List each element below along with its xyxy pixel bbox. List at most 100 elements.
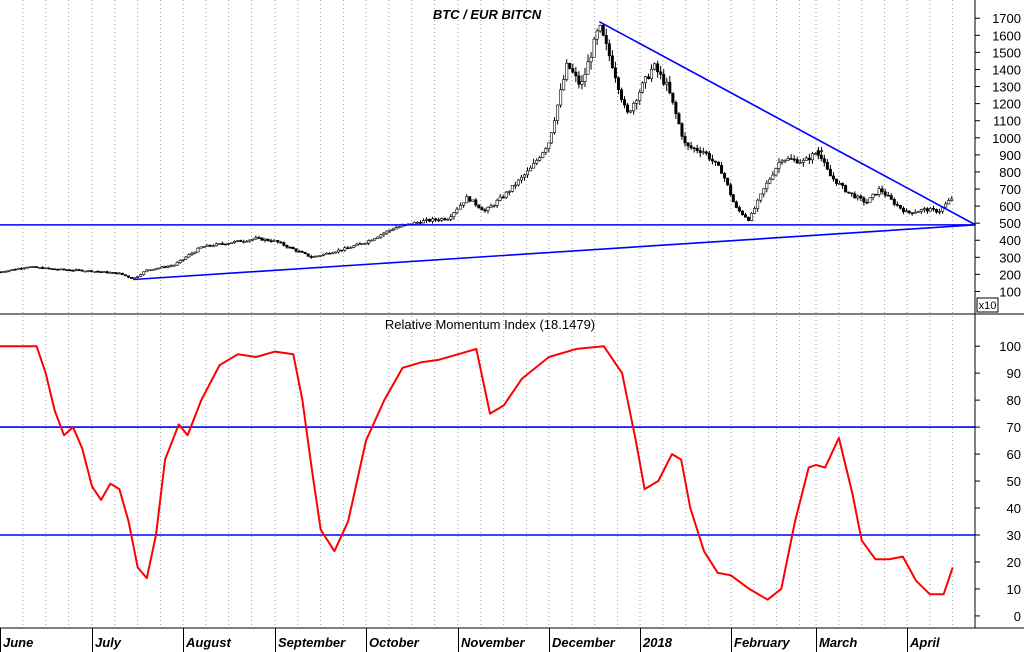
candle	[680, 122, 684, 140]
candle	[31, 265, 35, 268]
candle	[523, 173, 527, 181]
candle	[239, 239, 243, 242]
candle	[516, 179, 520, 187]
multiplier-label: x10	[979, 300, 997, 312]
candle	[807, 153, 811, 164]
candle	[586, 54, 590, 75]
candle	[337, 248, 341, 254]
candle	[223, 243, 227, 246]
candle	[498, 193, 502, 202]
candle	[35, 266, 39, 268]
candle	[635, 99, 639, 110]
candle	[193, 251, 197, 255]
candle	[93, 271, 97, 273]
candle	[96, 270, 100, 273]
candle	[841, 182, 845, 189]
candle	[880, 185, 884, 195]
rmi-tick-label: 90	[1007, 366, 1021, 381]
candle	[910, 212, 914, 216]
candle	[346, 246, 350, 250]
candle	[397, 225, 401, 229]
candle	[19, 267, 23, 270]
candle	[80, 269, 84, 272]
candle	[729, 182, 733, 197]
candle	[698, 146, 702, 158]
candle	[154, 268, 158, 271]
candle	[294, 248, 298, 253]
candle	[583, 67, 587, 87]
candle	[288, 246, 292, 249]
candle	[56, 268, 60, 271]
candle	[108, 271, 112, 274]
month-label: February	[734, 635, 790, 650]
candle	[643, 76, 647, 89]
candle	[208, 244, 212, 248]
candle	[665, 77, 669, 91]
candle	[452, 211, 456, 220]
candle	[774, 167, 778, 177]
candle	[931, 205, 935, 212]
candle	[868, 197, 872, 203]
candle	[789, 154, 793, 160]
candle	[549, 132, 553, 144]
candle	[547, 142, 551, 153]
candle	[226, 242, 230, 246]
candle	[565, 59, 569, 82]
candle	[632, 101, 636, 115]
candle	[653, 62, 657, 71]
candle	[102, 271, 106, 273]
rmi-tick-label: 80	[1007, 393, 1021, 408]
price-tick-label: 800	[999, 165, 1021, 180]
candle	[449, 213, 453, 222]
trendline-falling	[598, 20, 976, 226]
rmi-tick-label: 70	[1007, 420, 1021, 435]
candle	[677, 111, 681, 125]
candle	[674, 100, 678, 119]
candle	[111, 272, 115, 274]
candle	[0, 271, 2, 274]
candle	[434, 217, 438, 223]
candle	[844, 184, 848, 193]
trendline-rising	[133, 224, 976, 281]
candle	[157, 267, 161, 270]
candle	[489, 203, 493, 208]
candle	[117, 272, 121, 275]
month-label: December	[552, 635, 616, 650]
candle	[592, 36, 596, 58]
candle	[151, 269, 155, 271]
candle	[44, 267, 48, 270]
candle	[257, 235, 261, 239]
candle	[343, 246, 347, 252]
candle	[671, 92, 675, 105]
candle	[589, 52, 593, 70]
candle	[538, 155, 542, 162]
candle	[892, 197, 896, 207]
candle	[142, 271, 146, 276]
candle	[474, 198, 478, 208]
candle	[801, 158, 805, 167]
candle	[71, 269, 75, 272]
candle	[53, 268, 57, 271]
candle	[810, 151, 814, 164]
candle	[753, 206, 757, 215]
candle	[315, 255, 319, 258]
candle	[282, 241, 286, 247]
candle	[437, 217, 441, 222]
candle	[568, 62, 572, 70]
candle	[916, 210, 920, 213]
candle	[535, 158, 539, 166]
candle	[828, 165, 832, 177]
candle	[950, 196, 954, 202]
candle	[266, 238, 270, 242]
candle	[901, 206, 905, 215]
candle	[245, 239, 249, 243]
candle	[382, 231, 386, 237]
candle	[181, 258, 185, 262]
candle	[340, 249, 344, 252]
month-label: November	[461, 635, 526, 650]
candle	[798, 159, 802, 164]
candle	[129, 276, 133, 279]
price-panel: BTC / EUR BITCN	[0, 7, 976, 281]
candle	[291, 246, 295, 250]
